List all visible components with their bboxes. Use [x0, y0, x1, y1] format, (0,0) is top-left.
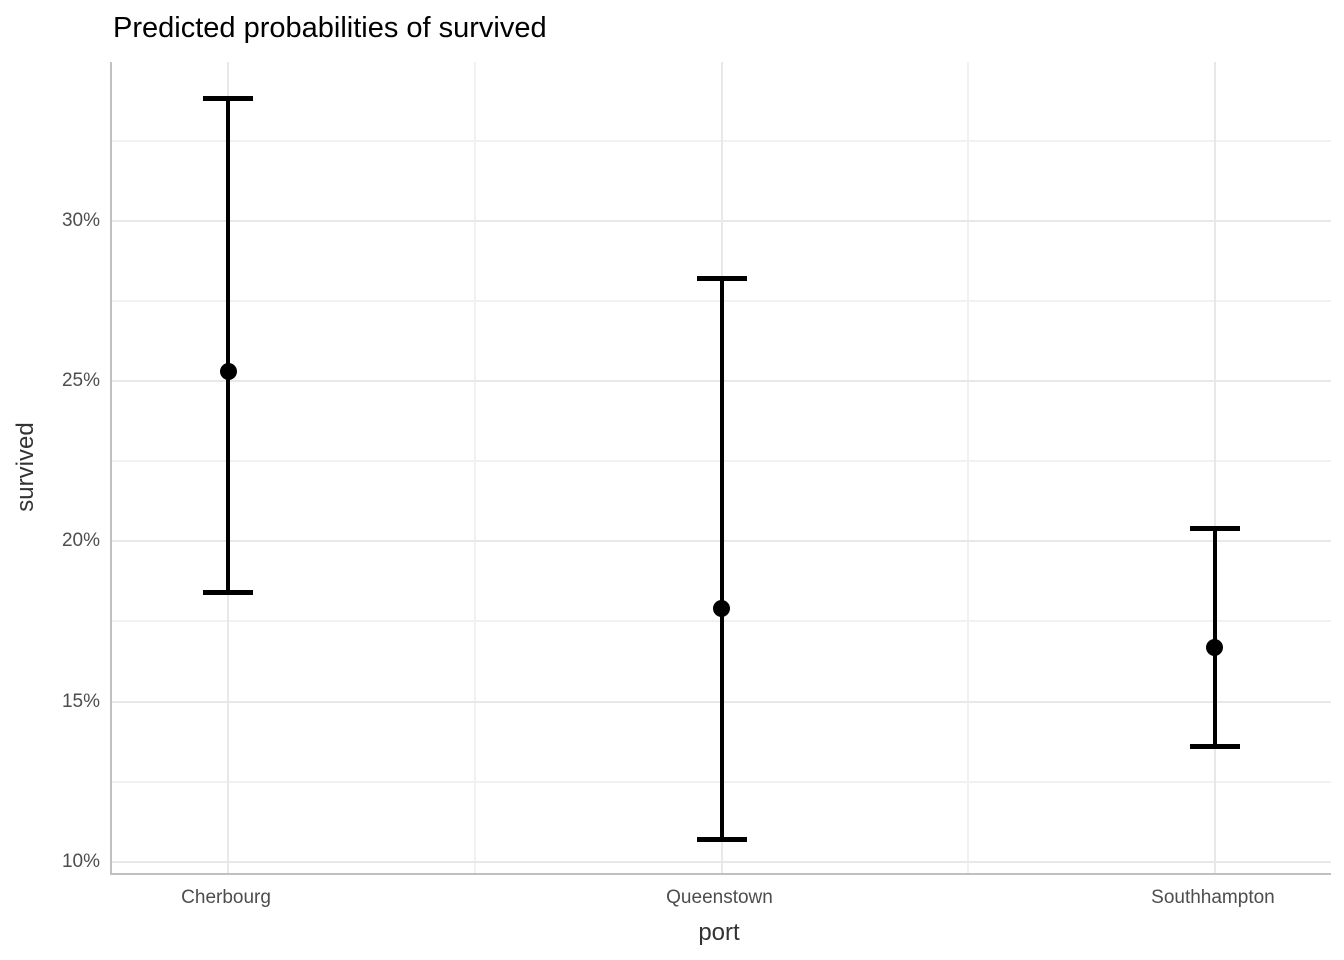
- data-point: [713, 600, 730, 618]
- x-gridline-minor: [967, 62, 970, 873]
- y-tick-label: 15%: [61, 690, 100, 712]
- x-gridline-minor: [473, 62, 476, 873]
- error-bar: [1212, 528, 1217, 747]
- y-tick-label: 30%: [61, 209, 100, 231]
- error-bar-cap-top: [696, 275, 747, 281]
- error-bar-cap-top: [203, 96, 254, 102]
- data-point: [1206, 638, 1224, 656]
- x-tick-label: Southhampton: [1151, 887, 1275, 908]
- x-tick-label: Cherbourg: [181, 887, 271, 908]
- y-tick-label: 25%: [61, 369, 100, 391]
- y-axis-title: survived: [12, 422, 39, 512]
- x-axis-title: port: [698, 919, 740, 946]
- y-tick-label: 10%: [61, 850, 100, 872]
- y-tick-label: 20%: [61, 530, 100, 552]
- error-bar-cap-bottom: [696, 836, 747, 842]
- x-gridline-major: [1213, 62, 1216, 873]
- error-bar-cap-bottom: [203, 590, 254, 596]
- error-bar-cap-top: [1189, 525, 1240, 531]
- error-bar: [719, 278, 724, 840]
- plot-panel: [110, 62, 1331, 875]
- data-point: [219, 362, 237, 380]
- chart-title: Predicted probabilities of survived: [113, 12, 547, 44]
- x-tick-label: Queenstown: [666, 887, 773, 908]
- error-bar: [226, 98, 231, 593]
- error-bar-cap-bottom: [1189, 743, 1240, 749]
